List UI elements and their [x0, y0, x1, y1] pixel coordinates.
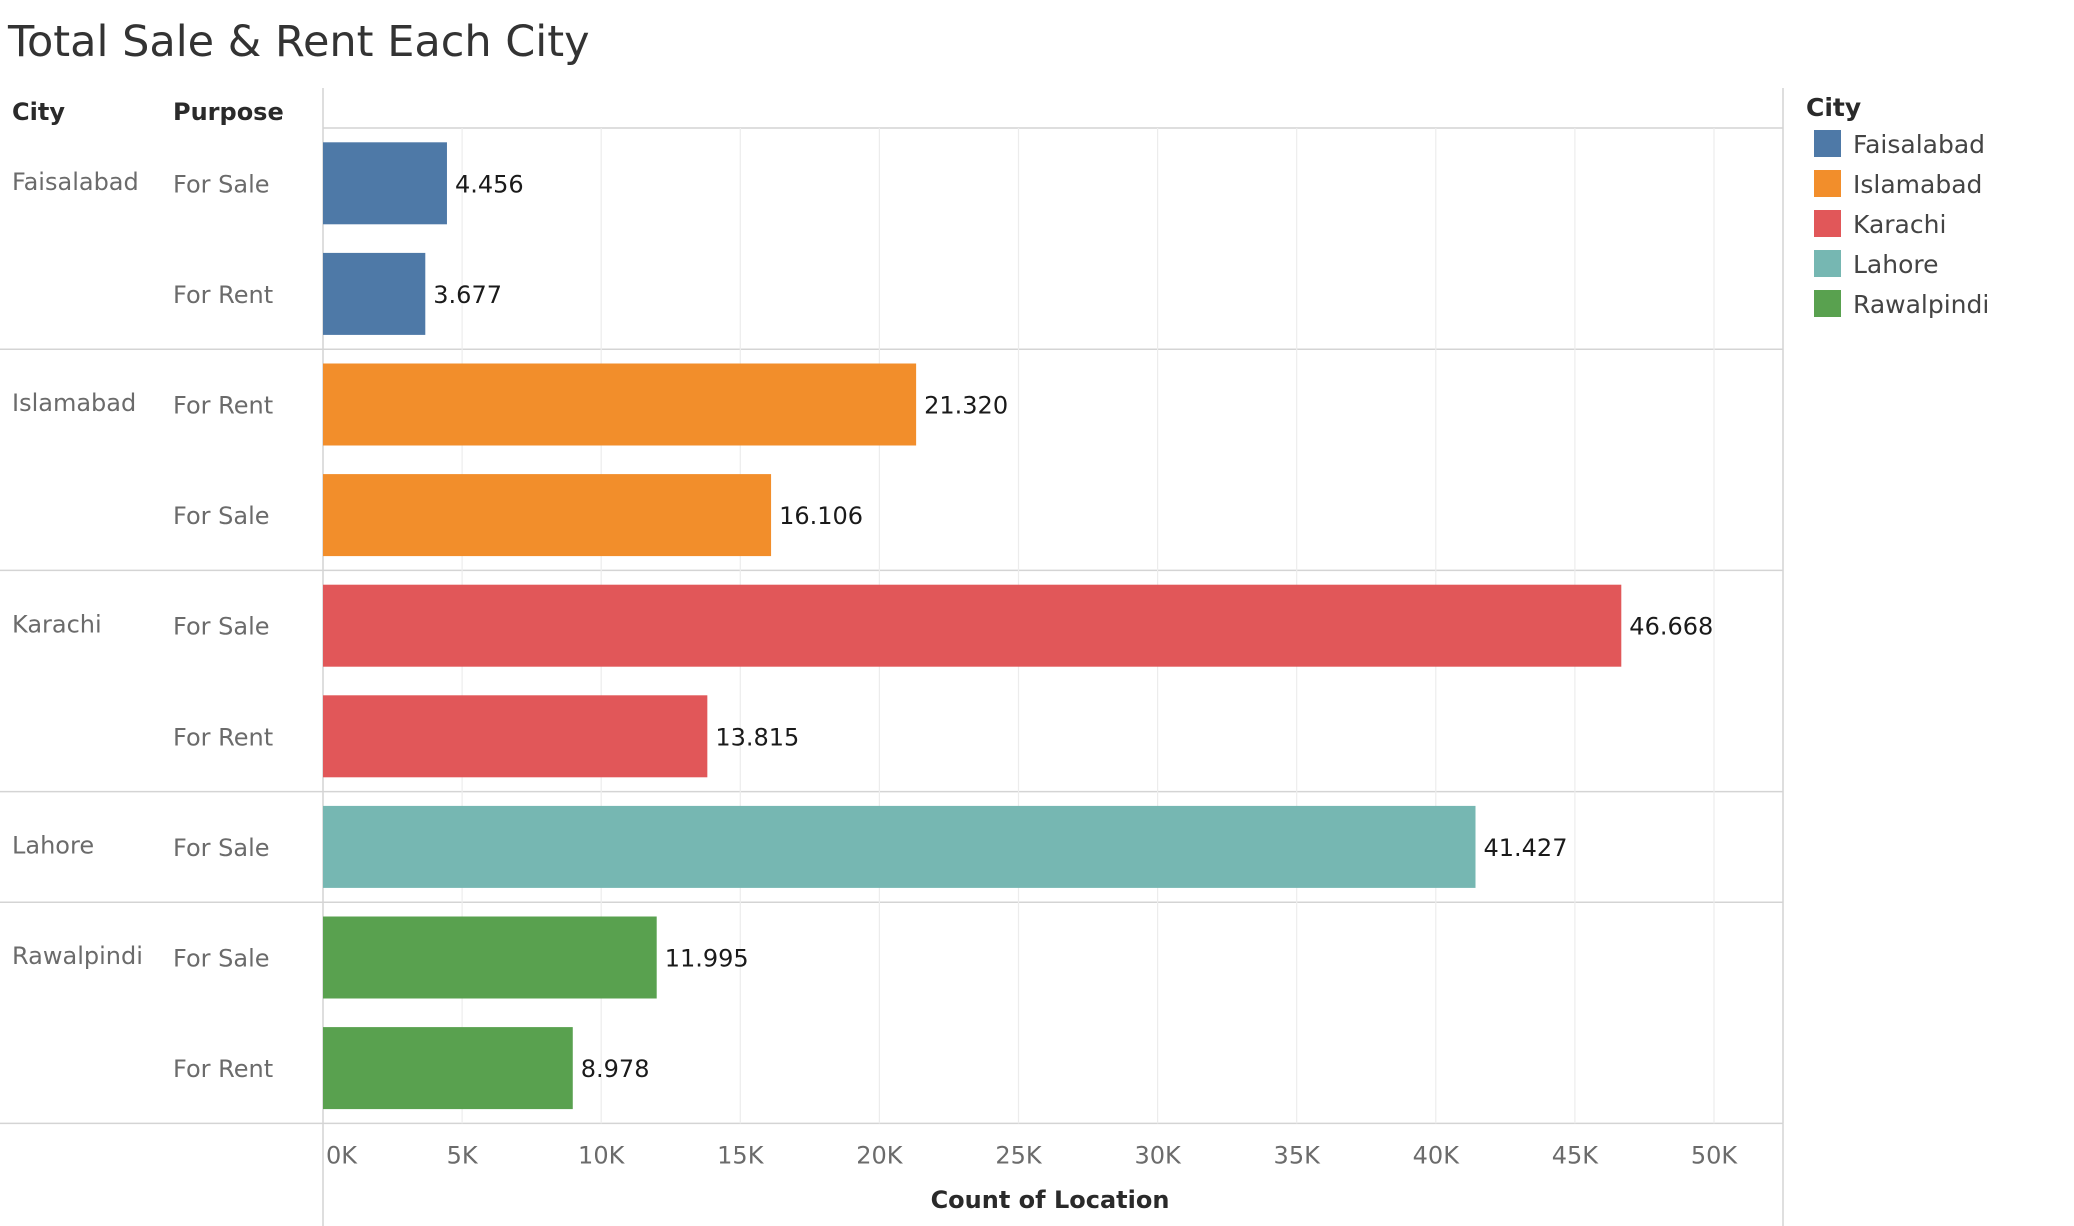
x-tick-label: 45K	[1552, 1141, 1600, 1169]
purpose-column-header: Purpose	[173, 98, 284, 126]
x-tick-label: 15K	[717, 1141, 765, 1169]
legend-swatch	[1814, 290, 1841, 317]
city-label: Islamabad	[12, 389, 136, 417]
chart-title: Total Sale & Rent Each City	[7, 17, 590, 67]
legend-label: Islamabad	[1853, 170, 1982, 199]
purpose-label: For Rent	[173, 723, 273, 751]
x-tick-label: 0K	[326, 1141, 358, 1169]
data-label: 21.320	[924, 392, 1008, 420]
x-tick-label: 5K	[447, 1141, 479, 1169]
purpose-label: For Sale	[173, 834, 270, 862]
bar	[323, 474, 772, 557]
bars: 4.456 3.677 21.320 16.106 46.668 13.815 41.427…	[323, 142, 1713, 1110]
bar	[323, 1027, 573, 1110]
legend-label: Lahore	[1853, 250, 1939, 279]
bar	[323, 363, 917, 446]
legend-swatch	[1814, 130, 1841, 157]
x-tick-label: 40K	[1413, 1141, 1461, 1169]
data-label: 16.106	[779, 502, 863, 530]
legend: City Faisalabad Islamabad Karachi Lahore Raw…	[1806, 93, 1989, 319]
x-tick-label: 10K	[578, 1141, 626, 1169]
legend-label: Faisalabad	[1853, 130, 1985, 159]
x-tick-label: 35K	[1274, 1141, 1322, 1169]
x-axis-ticks: 0K 5K 10K 15K 20K 25K 30K 35K 40K 45K 50K	[326, 1141, 1738, 1169]
legend-swatch	[1814, 210, 1841, 237]
purpose-label: For Rent	[173, 281, 273, 309]
data-label: 8.978	[581, 1055, 650, 1083]
data-label: 3.677	[433, 281, 502, 309]
x-tick-label: 50K	[1691, 1141, 1739, 1169]
bar	[323, 916, 657, 999]
bar	[323, 142, 447, 225]
legend-swatch	[1814, 250, 1841, 277]
bar	[323, 584, 1622, 667]
legend-swatch	[1814, 170, 1841, 197]
x-tick-label: 20K	[856, 1141, 904, 1169]
city-label: Karachi	[12, 610, 102, 638]
legend-label: Rawalpindi	[1853, 290, 1989, 319]
data-label: 4.456	[455, 170, 524, 198]
bar	[323, 805, 1476, 888]
data-label: 41.427	[1483, 834, 1567, 862]
data-label: 13.815	[715, 723, 799, 751]
city-label: Rawalpindi	[12, 942, 143, 970]
legend-title: City	[1806, 93, 1861, 122]
row-labels: Faisalabad For Sale For Rent Islamabad For R…	[12, 168, 273, 1083]
x-tick-label: 25K	[995, 1141, 1043, 1169]
purpose-label: For Sale	[173, 170, 270, 198]
x-axis-title: Count of Location	[931, 1186, 1170, 1214]
purpose-label: For Sale	[173, 613, 270, 641]
legend-label: Karachi	[1853, 210, 1946, 239]
purpose-label: For Sale	[173, 945, 270, 973]
purpose-label: For Sale	[173, 502, 270, 530]
data-label: 11.995	[665, 945, 749, 973]
bar	[323, 252, 426, 335]
x-tick-label: 30K	[1134, 1141, 1182, 1169]
data-label: 46.668	[1629, 613, 1713, 641]
purpose-label: For Rent	[173, 1055, 273, 1083]
bar	[323, 695, 708, 778]
purpose-label: For Rent	[173, 392, 273, 420]
city-label: Faisalabad	[12, 168, 139, 196]
city-column-header: City	[12, 98, 65, 126]
city-label: Lahore	[12, 832, 94, 860]
